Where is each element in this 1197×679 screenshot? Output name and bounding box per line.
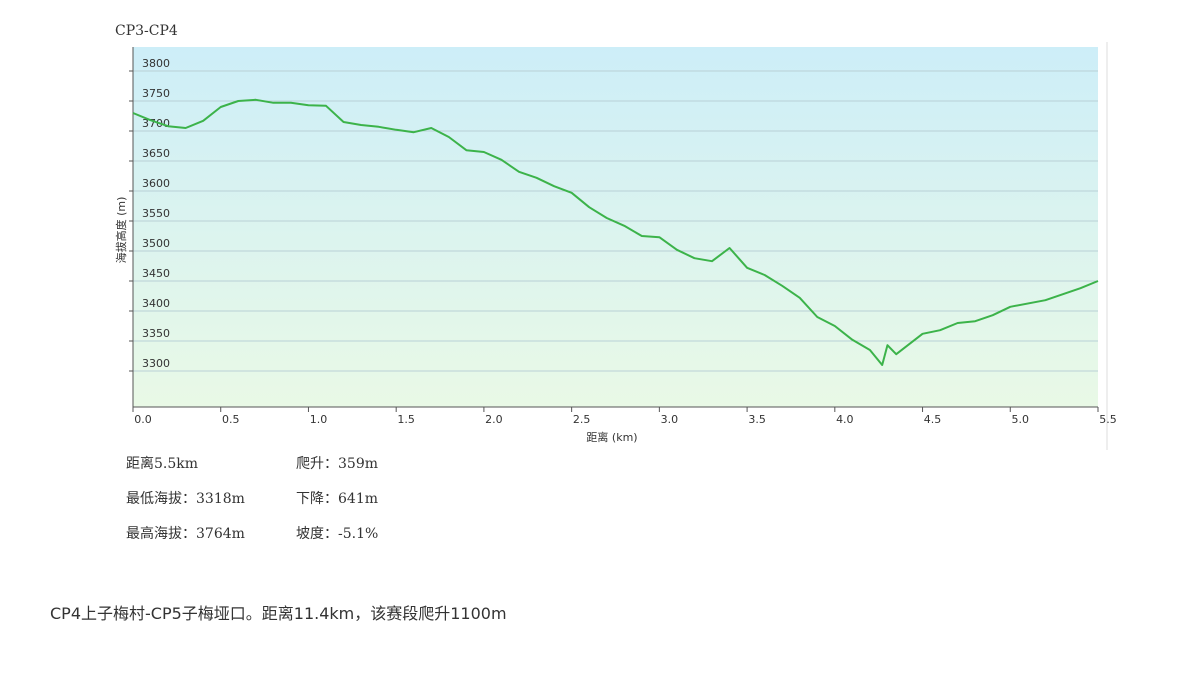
stat: 距离5.5km	[126, 456, 199, 472]
x-axis-label: 距离 (km)	[586, 430, 637, 444]
x-tick-label: 2.0	[485, 413, 503, 426]
x-tick-label: 1.5	[397, 413, 415, 426]
y-tick-label: 3600	[142, 177, 170, 190]
y-tick-label: 3400	[142, 297, 170, 310]
x-tick-label: 4.0	[836, 413, 854, 426]
x-tick-label: 1.0	[310, 413, 328, 426]
stat: 爬升：359m	[296, 456, 378, 472]
stat: 下降：641m	[296, 491, 378, 507]
x-tick-label: 5.5	[1099, 413, 1117, 426]
y-tick-label: 3350	[142, 327, 170, 340]
y-tick-label: 3800	[142, 57, 170, 70]
stat: 坡度：-5.1%	[296, 526, 379, 542]
y-tick-label: 3750	[142, 87, 170, 100]
plot-area	[133, 47, 1098, 407]
y-axis-label: 海拔高度 (m)	[114, 197, 128, 264]
stat: 最高海拔：3764m	[126, 526, 245, 542]
x-tick-label: 4.5	[924, 413, 942, 426]
x-tick-label: 0.0	[134, 413, 152, 426]
y-tick-label: 3500	[142, 237, 170, 250]
y-tick-label: 3550	[142, 207, 170, 220]
y-tick-label: 3450	[142, 267, 170, 280]
x-tick-label: 2.5	[573, 413, 591, 426]
y-tick-label: 3300	[142, 357, 170, 370]
x-tick-label: 3.5	[748, 413, 766, 426]
chart: CP3-CP4 距离 (km) 海拔高度 (m) 3300 3350 3400 345…	[114, 23, 1117, 450]
x-tick-label: 0.5	[222, 413, 240, 426]
x-tick-label: 3.0	[661, 413, 679, 426]
chart-title: CP3-CP4	[115, 23, 178, 39]
y-tick-label: 3650	[142, 147, 170, 160]
elevation-line	[132, 98, 1099, 366]
x-tick-label: 5.0	[1012, 413, 1030, 426]
paragraph: CP4上子梅村-CP5子梅垭口。距离11.4km，该赛段爬升1100m	[50, 604, 507, 623]
stat: 最低海拔：3318m	[126, 491, 245, 507]
